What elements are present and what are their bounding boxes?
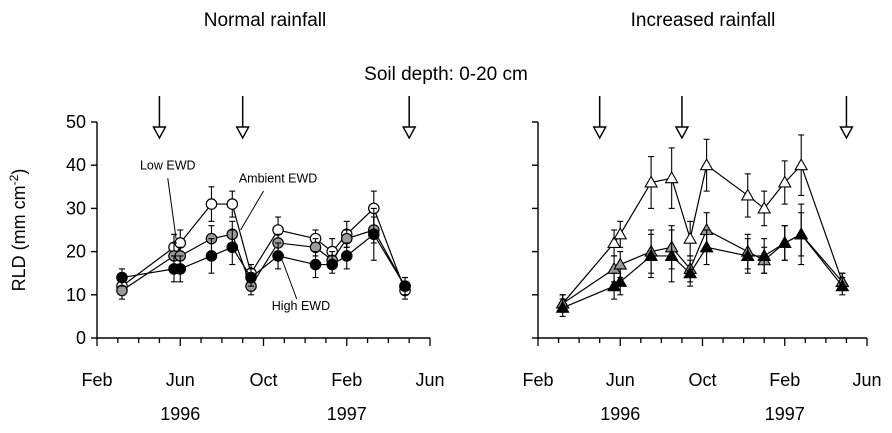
y-tick-label: 0 (76, 328, 86, 348)
data-point (174, 263, 187, 275)
data-point (555, 300, 570, 313)
series-line (562, 233, 843, 309)
series-annotation: Low EWD (140, 159, 196, 173)
x-tick-label: Feb (769, 370, 800, 390)
year-label: 1996 (160, 404, 200, 424)
data-point (613, 257, 628, 270)
arrow-head (235, 126, 250, 140)
x-tick-label: Oct (249, 370, 277, 390)
x-tick-label: Jun (606, 370, 635, 390)
panel-title: Normal rainfall (204, 10, 326, 31)
data-point (683, 231, 698, 244)
data-point (664, 248, 679, 261)
y-tick-label: 50 (66, 112, 86, 132)
data-point (794, 227, 809, 240)
arrow-head (839, 126, 854, 140)
panel-normal-rainfall: Normal rainfall 0 10 20 30 40 50 Feb Jun Oct Feb Ju… (66, 10, 445, 424)
data-point (613, 274, 628, 287)
y-tick-label: 30 (66, 198, 86, 218)
arrow-head (592, 126, 607, 140)
arrow-head (402, 126, 417, 140)
data-point (613, 227, 628, 240)
x-tick-label: Feb (331, 370, 362, 390)
data-point (399, 280, 411, 292)
data-point (340, 232, 353, 245)
y-tick-label: 10 (66, 285, 86, 305)
data-point (740, 188, 755, 201)
data-point (664, 171, 679, 184)
y-tick-label: 20 (66, 242, 86, 262)
data-point (644, 175, 659, 188)
annotation-pointer (240, 190, 264, 231)
data-point (326, 258, 338, 271)
series-ambient-ewd (555, 212, 850, 313)
panel-increased-rainfall: Increased rainfall Feb Jun Oct Feb Jun 1996 199… (522, 10, 881, 424)
data-point (226, 198, 239, 210)
series-high-ewd (555, 203, 850, 317)
data-point (340, 250, 353, 262)
x-tick-label: Feb (81, 370, 112, 390)
data-point (205, 250, 218, 262)
series-low-ewd (116, 186, 411, 300)
chart-subtitle: Soil depth: 0-20 cm (364, 64, 528, 85)
annotation-pointer (167, 178, 177, 239)
series-low-ewd (555, 134, 850, 313)
year-label: 1997 (327, 404, 367, 424)
data-point (205, 198, 218, 210)
data-point (309, 241, 322, 254)
year-label: 1997 (765, 404, 805, 424)
arrow-head (674, 126, 690, 140)
series-annotation: Ambient EWD (239, 171, 318, 185)
data-point (309, 258, 322, 271)
series-line (562, 229, 843, 304)
panel-title: Increased rainfall (631, 10, 776, 31)
data-point (116, 284, 128, 297)
data-point (607, 235, 622, 249)
y-tick-label: 40 (66, 155, 86, 175)
data-point (272, 224, 284, 236)
data-point (777, 175, 792, 188)
data-point (245, 271, 257, 284)
data-point (794, 158, 809, 171)
x-tick-label: Jun (852, 370, 881, 390)
x-tick-label: Oct (688, 370, 716, 390)
series-line (121, 229, 406, 291)
data-point (368, 228, 380, 241)
data-point (699, 240, 714, 253)
data-point (226, 241, 239, 254)
data-point (777, 235, 792, 249)
series-ambient-ewd (116, 216, 411, 300)
data-point (699, 158, 714, 171)
y-axis-label: RLD (mm cm-2) (7, 169, 29, 292)
x-tick-label: Jun (166, 370, 195, 390)
year-label: 1996 (600, 404, 640, 424)
data-point (272, 250, 284, 262)
arrow-head (152, 126, 167, 140)
series-annotation: High EWD (272, 299, 330, 313)
data-point (740, 248, 755, 261)
data-point (835, 279, 850, 292)
series-line (121, 203, 406, 291)
data-point (683, 266, 698, 279)
data-point (757, 248, 772, 261)
data-point (644, 248, 659, 261)
data-point (116, 271, 128, 284)
annotation-pointer (281, 260, 298, 300)
series-line (121, 233, 406, 287)
x-tick-label: Feb (522, 370, 553, 390)
x-tick-label: Jun (415, 370, 444, 390)
data-point (757, 201, 772, 214)
series-high-ewd (116, 207, 411, 296)
